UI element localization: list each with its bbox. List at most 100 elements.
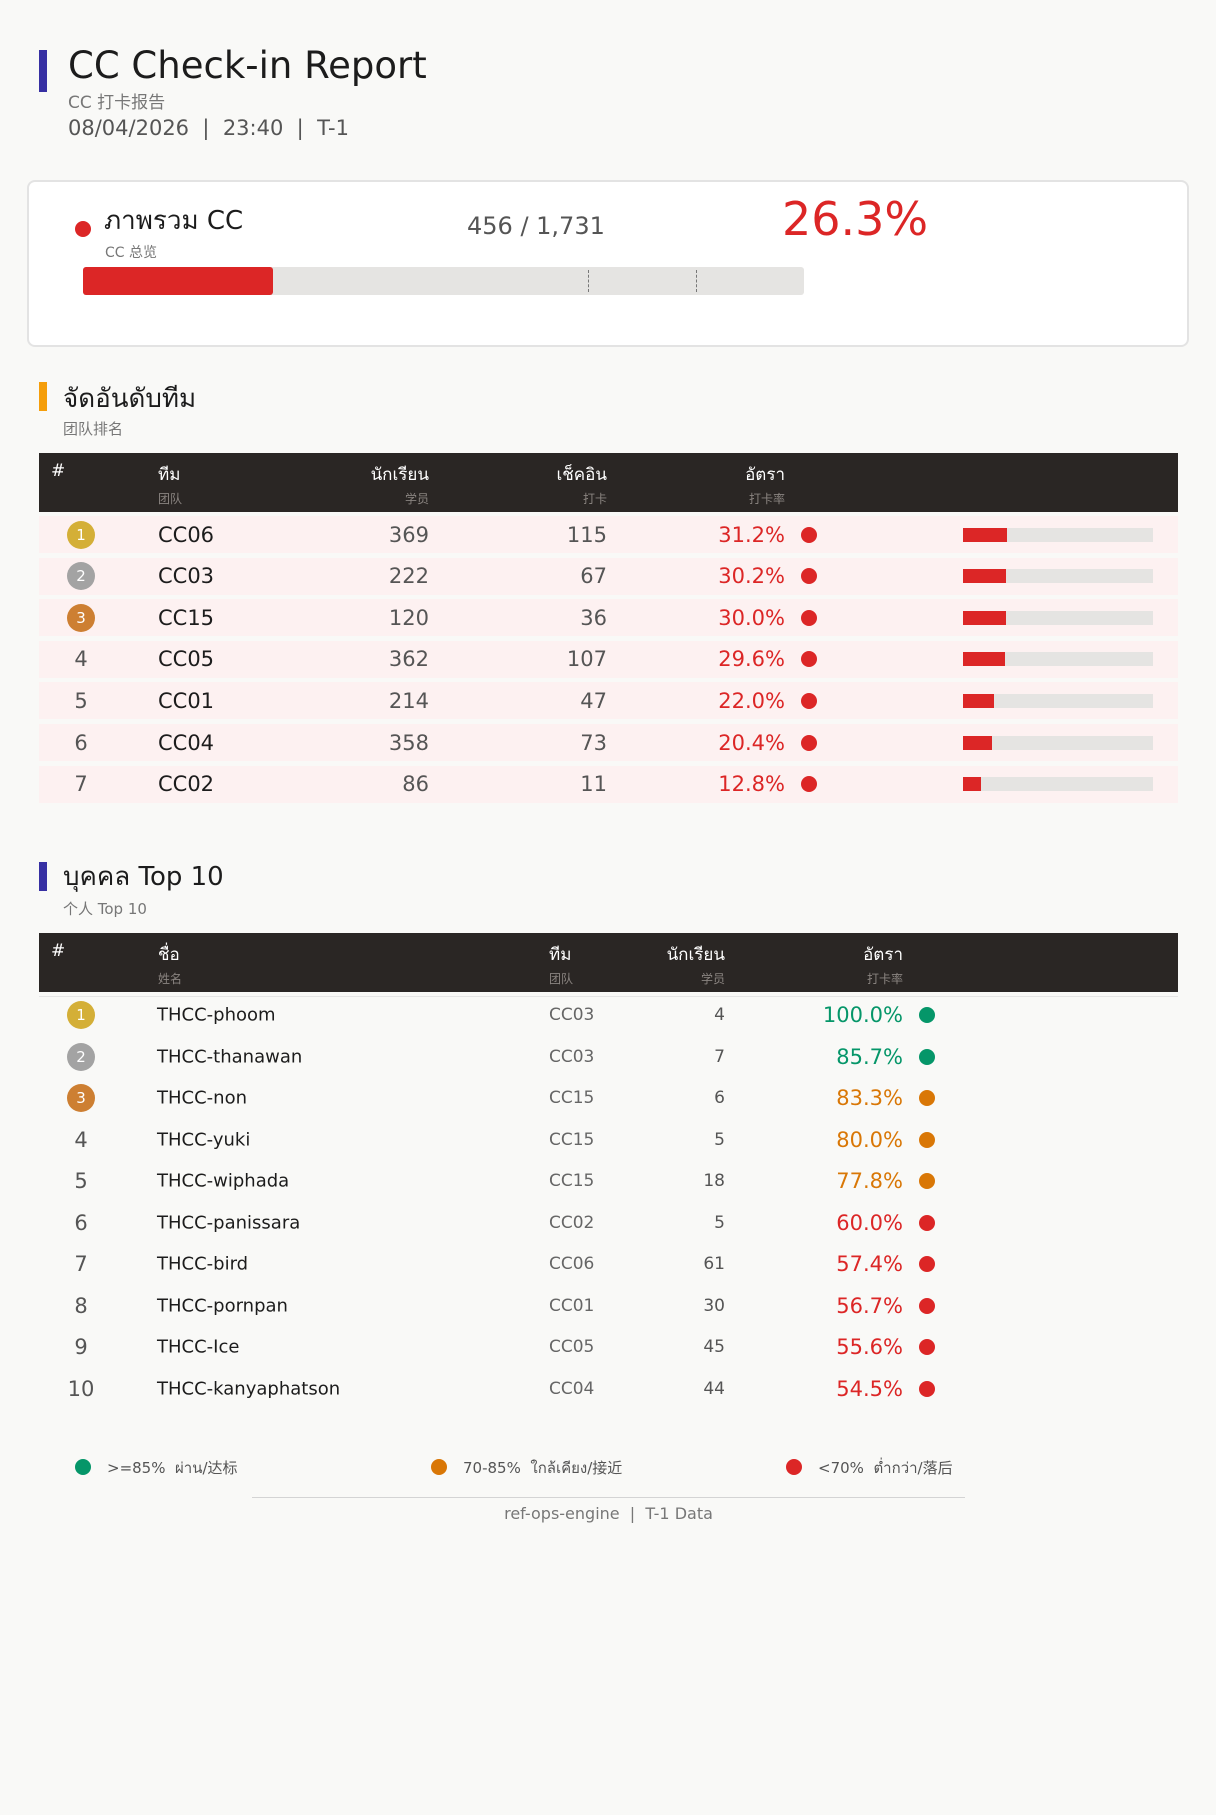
rate-bar — [963, 777, 1153, 792]
status-dot-icon — [801, 651, 817, 668]
table-row: 4 CC05 362 107 29.6% — [39, 640, 1178, 678]
rate-bar-fill — [963, 735, 993, 750]
page-subtitle: CC 打卡报告 — [68, 93, 166, 113]
students-count: 5 — [714, 1212, 725, 1233]
rate-value: 60.0% — [836, 1210, 903, 1235]
status-dot-icon — [919, 1256, 935, 1272]
status-dot-icon — [919, 1173, 935, 1189]
checkin-count: 73 — [580, 730, 607, 755]
status-dot-icon — [919, 1048, 935, 1065]
table-row: 9 THCC-Ice CC05 45 55.6% — [39, 1327, 1178, 1367]
legend-label: >=85% ผ่าน/达标 — [107, 1459, 238, 1477]
rate-value: 85.7% — [836, 1044, 903, 1069]
rate-value: 80.0% — [836, 1127, 903, 1152]
report-meta: 08/04/2026 | 23:40 | T-1 — [68, 116, 349, 140]
title-accent-bar — [39, 50, 47, 92]
rate-bar-fill — [963, 569, 1007, 584]
status-dot-icon — [919, 1380, 935, 1397]
rate-value: 22.0% — [718, 688, 785, 713]
checkin-count: 47 — [580, 688, 607, 713]
person-name: THCC-bird — [157, 1253, 249, 1275]
rank-number: 9 — [74, 1335, 88, 1359]
students-count: 120 — [388, 605, 429, 630]
rank-medal-icon: 2 — [67, 562, 95, 591]
table-row: 3 THCC-non CC15 6 83.3% — [39, 1078, 1178, 1118]
students-count: 18 — [703, 1171, 725, 1191]
status-dot-icon — [919, 1131, 935, 1148]
col-checkin: เช็คอิน 打卡 — [556, 465, 607, 506]
rate-bar-fill — [963, 693, 995, 708]
table-row: 6 CC04 358 73 20.4% — [39, 724, 1178, 761]
teams-accent-bar — [39, 382, 47, 411]
rate-value: 56.7% — [836, 1293, 903, 1318]
students-count: 214 — [388, 688, 429, 713]
col-rate: อัตรา 打卡率 — [863, 945, 903, 986]
status-dot-icon — [801, 609, 817, 626]
teams-section-subtitle: 团队排名 — [63, 420, 124, 438]
students-count: 6 — [714, 1088, 725, 1108]
footer-divider — [252, 1497, 965, 1498]
students-count: 86 — [402, 772, 429, 797]
students-count: 369 — [388, 522, 429, 547]
overview-title: ภาพรวม CC — [104, 206, 244, 236]
table-row: 4 THCC-yuki CC15 5 80.0% — [39, 1120, 1178, 1160]
overview-progress-bar — [83, 267, 804, 295]
person-name: THCC-thanawan — [157, 1046, 303, 1067]
legend-dot-icon — [431, 1459, 447, 1475]
page-title: CC Check-in Report — [68, 44, 427, 87]
status-dot-icon — [801, 526, 817, 543]
students-count: 4 — [714, 1005, 725, 1025]
teams-section-title: จัดอันดับทีม — [63, 384, 197, 414]
rank-number: 8 — [74, 1293, 88, 1318]
rate-bar — [963, 693, 1153, 708]
rank-number: 7 — [74, 772, 88, 797]
table-row: 7 THCC-bird CC06 61 57.4% — [39, 1244, 1178, 1284]
students-count: 44 — [703, 1378, 725, 1399]
legend-label: <70% ต่ำกว่า/落后 — [818, 1459, 953, 1477]
checkin-count: 11 — [580, 772, 607, 797]
rate-value: 57.4% — [836, 1252, 903, 1276]
rank-number: 7 — [74, 1252, 88, 1276]
person-name: THCC-pornpan — [157, 1295, 288, 1316]
rank-number: 4 — [74, 1127, 88, 1152]
rank-medal-icon: 3 — [67, 1084, 95, 1112]
status-dot-icon — [75, 221, 91, 237]
status-dot-icon — [919, 1339, 935, 1355]
status-dot-icon — [801, 776, 817, 793]
rate-bar-fill — [963, 610, 1006, 625]
rate-bar — [963, 527, 1153, 542]
rate-value: 55.6% — [836, 1335, 903, 1359]
table-row: 2 CC03 222 67 30.2% — [39, 557, 1178, 595]
legend-dot-icon — [786, 1459, 802, 1475]
team-name: CC15 — [158, 605, 215, 630]
team-name: CC15 — [549, 1088, 595, 1108]
rate-bar-fill — [963, 652, 1006, 667]
footer-text: ref-ops-engine | T-1 Data — [504, 1504, 713, 1523]
students-count: 5 — [714, 1129, 725, 1150]
table-row: 7 CC02 86 11 12.8% — [39, 765, 1178, 803]
team-name: CC15 — [549, 1129, 595, 1150]
status-dot-icon — [801, 734, 817, 751]
divider — [39, 996, 1178, 997]
rate-value: 29.6% — [718, 647, 785, 672]
rate-bar-fill — [963, 777, 982, 792]
overview-progress-fill — [83, 267, 273, 295]
table-row: 2 THCC-thanawan CC03 7 85.7% — [39, 1037, 1178, 1077]
table-row: 5 THCC-wiphada CC15 18 77.8% — [39, 1161, 1178, 1201]
team-name: CC01 — [158, 688, 215, 713]
table-row: 6 THCC-panissara CC02 5 60.0% — [39, 1203, 1178, 1243]
status-dot-icon — [801, 692, 817, 709]
person-name: THCC-Ice — [157, 1336, 240, 1358]
team-name: CC05 — [158, 647, 215, 672]
team-name: CC02 — [549, 1212, 595, 1233]
individuals-accent-bar — [39, 862, 47, 891]
legend-dot-icon — [75, 1459, 91, 1475]
team-name: CC06 — [549, 1254, 595, 1274]
col-rank: # — [51, 461, 66, 481]
col-students: นักเรียน 学员 — [666, 945, 725, 986]
rank-number: 10 — [67, 1376, 95, 1401]
table-row: 10 THCC-kanyaphatson CC04 44 54.5% — [39, 1369, 1178, 1409]
individuals-section-title: บุคคล Top 10 — [63, 862, 224, 892]
team-name: CC05 — [549, 1337, 595, 1357]
person-name: THCC-kanyaphatson — [157, 1378, 341, 1399]
